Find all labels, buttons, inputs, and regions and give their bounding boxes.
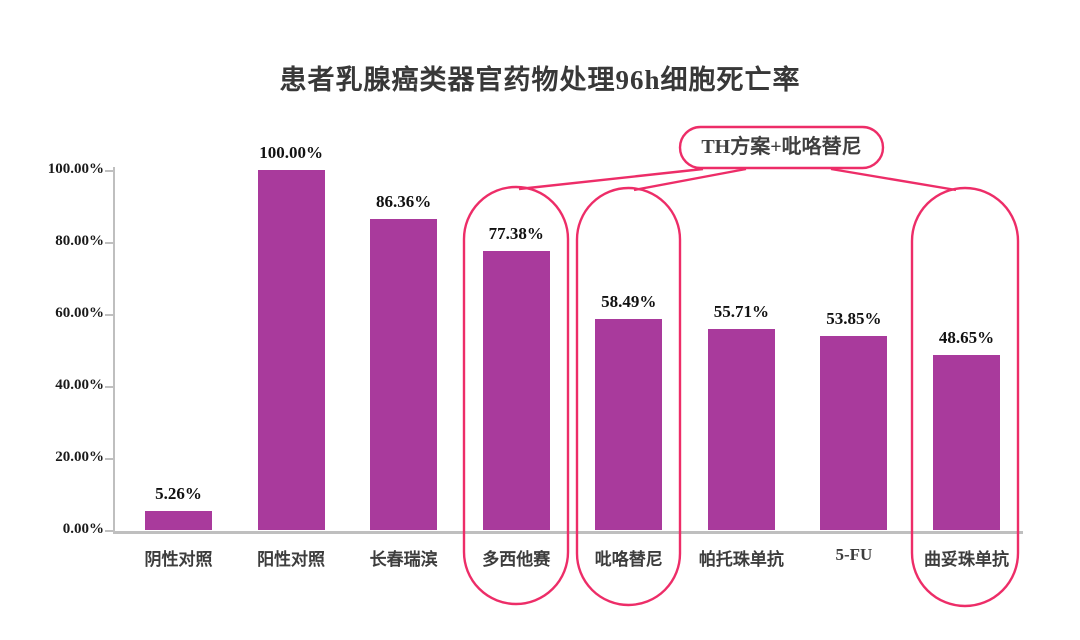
bar-5 bbox=[595, 319, 663, 530]
bar-value-label: 77.38% bbox=[488, 224, 544, 244]
y-axis-tick-mark bbox=[105, 458, 113, 460]
bar-category-label: 阴性对照 bbox=[144, 550, 213, 569]
bar-category-label: 5-FU bbox=[835, 545, 873, 564]
annotation-callout-label: TH方案+吡咯替尼 bbox=[701, 136, 862, 158]
bar-7 bbox=[820, 336, 888, 530]
y-axis-tick-label: 20.00% bbox=[55, 449, 104, 465]
bar-3 bbox=[370, 219, 438, 530]
y-axis-tick-label: 60.00% bbox=[55, 305, 104, 321]
y-axis-tick-mark bbox=[105, 386, 113, 388]
bar-value-label: 58.49% bbox=[601, 292, 657, 312]
bar-value-label: 5.26% bbox=[155, 484, 202, 504]
bar-6 bbox=[707, 329, 775, 530]
chart-title: 患者乳腺癌类器官药物处理96h细胞死亡率 bbox=[279, 65, 801, 95]
annotation-connector-line-3 bbox=[830, 167, 957, 192]
y-axis-line bbox=[113, 167, 115, 533]
y-axis-tick-mark bbox=[105, 242, 113, 244]
annotation-connector-line-1 bbox=[518, 167, 704, 191]
y-axis-tick-mark bbox=[105, 530, 113, 532]
bar-1 bbox=[145, 511, 212, 530]
bar-value-label: 100.00% bbox=[259, 143, 323, 162]
y-axis-tick-mark bbox=[105, 170, 113, 172]
bar-value-label: 86.36% bbox=[376, 192, 432, 212]
y-axis-tick-label: 80.00% bbox=[55, 233, 104, 249]
bar-8 bbox=[932, 354, 1000, 530]
bar-category-label: 曲妥珠单抗 bbox=[923, 550, 1009, 569]
bar-value-label: 53.85% bbox=[826, 309, 882, 329]
y-axis-tick-label: 40.00% bbox=[55, 377, 104, 393]
annotation-connector-line-2 bbox=[633, 167, 747, 192]
bar-4 bbox=[482, 251, 550, 530]
bar-category-label: 帕托珠单抗 bbox=[698, 550, 784, 569]
y-axis-tick-label: 100.00% bbox=[47, 161, 104, 177]
bar-category-label: 长春瑞滨 bbox=[369, 550, 438, 569]
bar-value-label: 55.71% bbox=[713, 302, 769, 322]
bar-value-label: 48.65% bbox=[938, 327, 995, 347]
bar-category-label: 阳性对照 bbox=[257, 550, 326, 569]
y-axis-tick-label: 0.00% bbox=[62, 521, 104, 537]
y-axis-tick-mark bbox=[105, 314, 113, 316]
x-axis-line bbox=[113, 531, 1023, 534]
bar-2 bbox=[257, 170, 325, 530]
